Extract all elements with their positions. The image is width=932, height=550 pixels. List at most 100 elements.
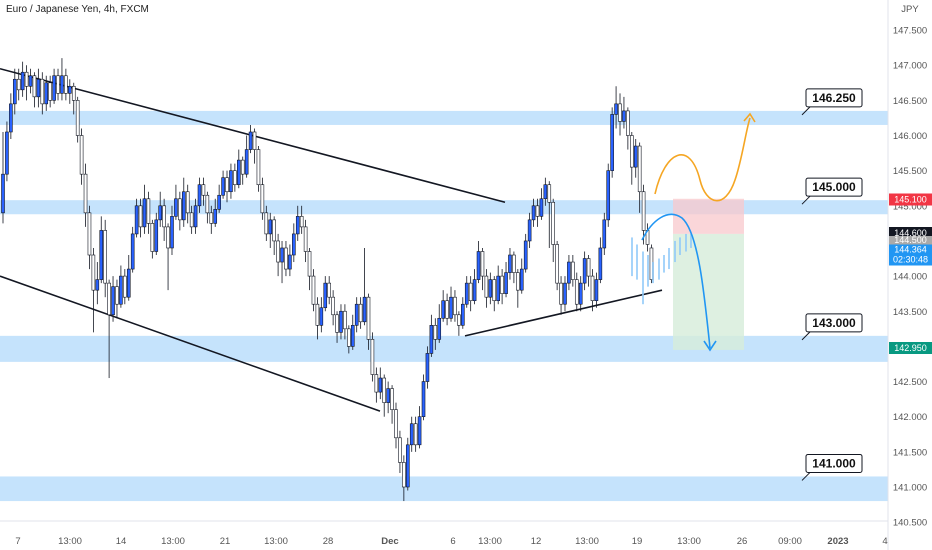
candle-body: [472, 279, 477, 302]
x-tick-label: Dec: [381, 536, 398, 547]
candle: [311, 269, 316, 312]
candle: [197, 177, 202, 213]
callout-pointer: [801, 195, 811, 205]
candle-body: [280, 247, 284, 263]
candle-body: [40, 78, 45, 105]
candle-body: [405, 444, 410, 488]
currency-label: JPY: [901, 4, 919, 15]
candle-body: [512, 254, 516, 273]
zone-callout[interactable]: 143.000: [801, 313, 863, 341]
candle: [567, 255, 571, 291]
candle-body: [48, 82, 52, 101]
candle-body: [543, 184, 548, 200]
candle: [24, 65, 29, 101]
y-tick-label: 142.500: [893, 377, 927, 388]
candle: [582, 251, 587, 291]
zone-callout[interactable]: 145.000: [801, 177, 863, 205]
callout-label: 141.000: [812, 456, 856, 470]
candle-body: [335, 314, 339, 333]
candle: [95, 262, 100, 305]
candle: [126, 255, 131, 301]
candle: [295, 205, 300, 241]
bearish-projection-path[interactable]: [641, 213, 711, 349]
candle-body: [343, 310, 347, 330]
candle-body: [276, 240, 280, 263]
candle-body: [547, 184, 552, 203]
candle-body: [445, 300, 449, 319]
candle: [170, 205, 174, 256]
candle: [350, 314, 355, 350]
candle-body: [189, 212, 194, 228]
candle-body: [87, 212, 92, 256]
candle: [240, 156, 245, 185]
callout-label: 143.000: [812, 316, 856, 330]
candle-body: [347, 328, 351, 347]
zone-callout[interactable]: 146.250: [801, 88, 863, 116]
candle-body: [142, 198, 147, 228]
candle: [138, 198, 143, 238]
candle: [323, 276, 328, 312]
candle: [488, 272, 493, 305]
candle-body: [433, 325, 438, 340]
x-tick-label: 4: [882, 536, 887, 547]
x-tick-label: 13:00: [161, 536, 185, 547]
x-tick-label: 14: [116, 536, 127, 547]
candle-body: [413, 423, 418, 446]
candle: [64, 68, 68, 101]
trendline-0[interactable]: [0, 67, 506, 204]
candle: [99, 216, 104, 284]
candle-body: [519, 268, 524, 291]
candle: [75, 96, 80, 143]
price-tag: 142.950: [889, 342, 932, 354]
candle: [641, 184, 646, 245]
candle: [48, 75, 52, 108]
zone-callout[interactable]: 141.000: [801, 453, 863, 481]
candle: [394, 402, 398, 449]
candle: [40, 72, 45, 115]
candle: [425, 346, 430, 389]
candle: [539, 188, 544, 220]
candle-body: [610, 114, 614, 171]
candle-body: [9, 103, 13, 133]
candle-body: [134, 205, 139, 235]
candle: [610, 107, 614, 178]
candle: [134, 198, 139, 238]
candle-body: [633, 145, 638, 168]
candle: [5, 121, 9, 182]
trendline-2[interactable]: [464, 289, 663, 337]
candle: [468, 276, 473, 312]
trendline-1[interactable]: [0, 275, 381, 412]
y-tick-label: 146.000: [893, 131, 927, 142]
candle-body: [1, 173, 5, 214]
bullish-projection-path[interactable]: [654, 117, 751, 202]
callout-label: 145.000: [812, 180, 856, 194]
candle-body: [606, 170, 611, 221]
callout-box: [805, 313, 863, 333]
x-tick-label: 7: [15, 536, 20, 547]
candle: [433, 318, 438, 350]
candle: [68, 79, 72, 104]
candle: [217, 184, 221, 213]
candle: [174, 184, 178, 220]
candle-body: [315, 303, 320, 326]
candle-body: [574, 279, 579, 305]
stop-loss-zone[interactable]: [673, 198, 744, 234]
candle-body: [590, 275, 595, 302]
candle-body: [162, 205, 166, 228]
candle: [154, 212, 159, 256]
candle-body: [237, 159, 241, 186]
candle-body: [429, 325, 434, 354]
candle: [523, 233, 528, 273]
candle: [472, 269, 477, 305]
callout-box: [805, 453, 863, 473]
candle-body: [272, 219, 276, 242]
zone-band-3: [0, 476, 888, 502]
candle-body: [260, 184, 265, 214]
candle: [484, 269, 489, 308]
candle: [276, 233, 280, 277]
price-tag-bg: [889, 254, 932, 266]
candle-body: [138, 205, 143, 228]
candle-body: [303, 226, 308, 252]
candle-body: [99, 230, 104, 280]
